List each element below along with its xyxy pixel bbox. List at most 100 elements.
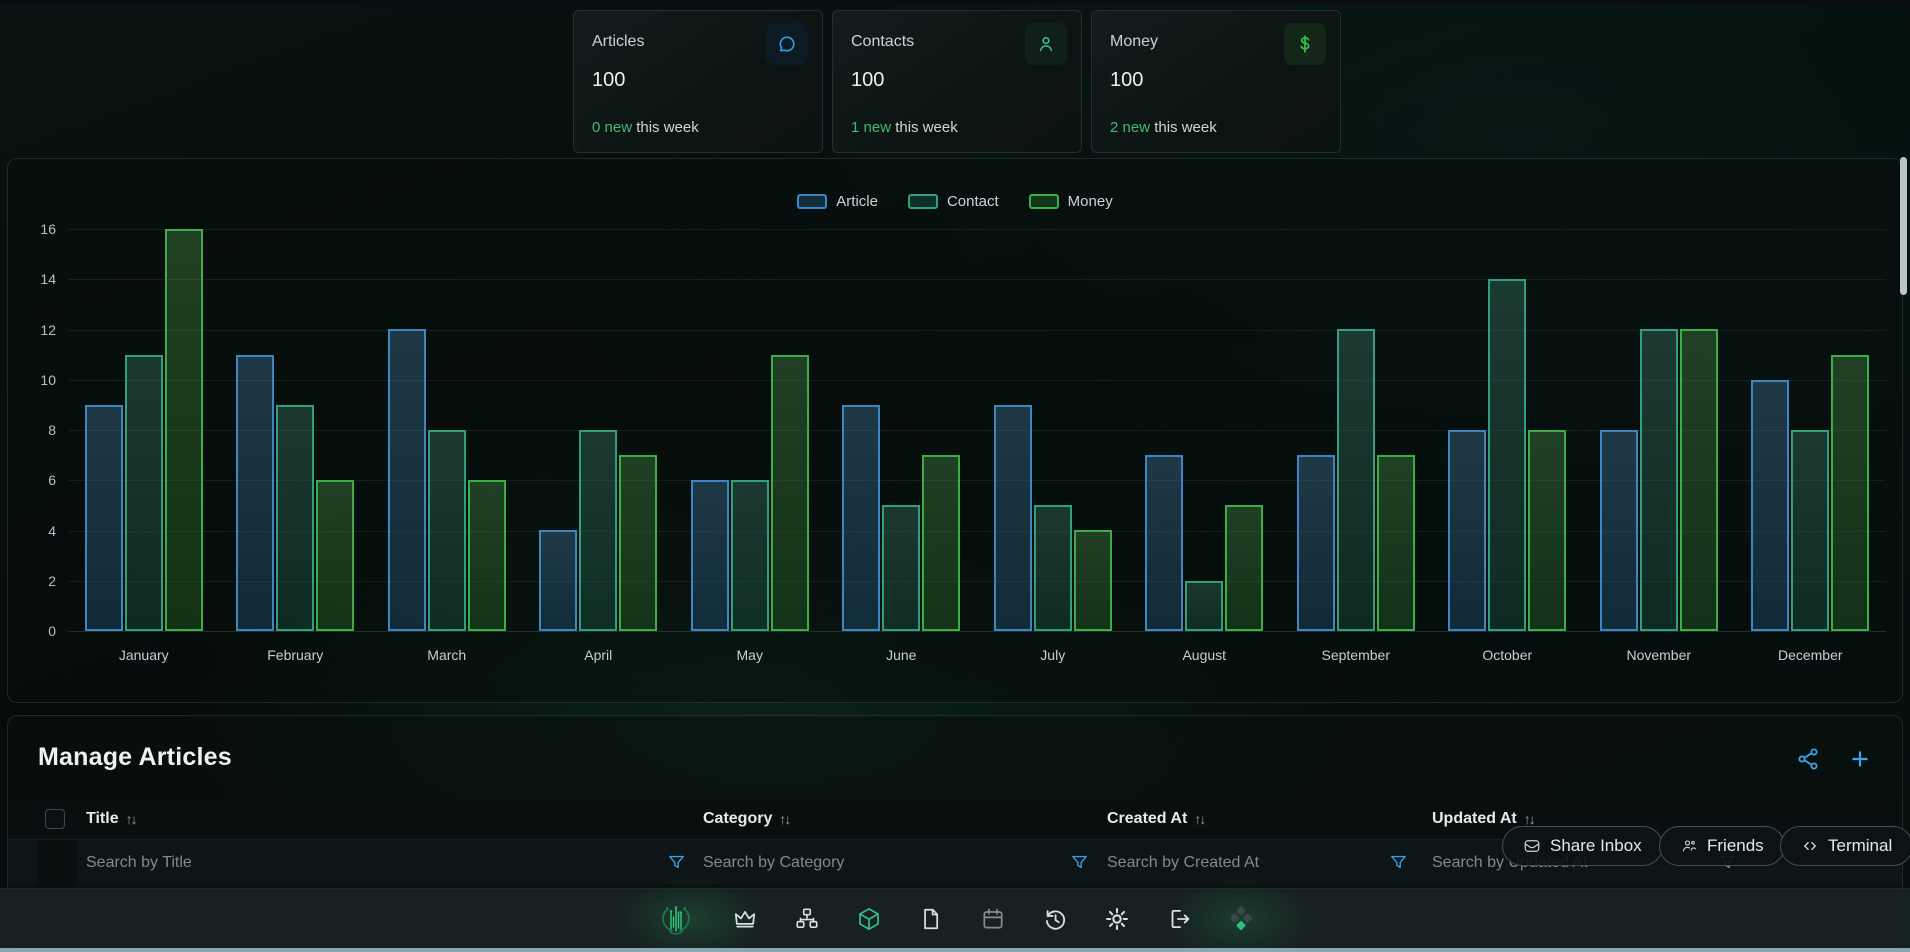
x-axis-label: March xyxy=(427,647,467,663)
button-share-inbox[interactable]: Share Inbox xyxy=(1502,826,1663,866)
legend-item-article[interactable]: Article xyxy=(797,193,878,210)
dock-history-icon[interactable] xyxy=(1042,906,1068,932)
bar-money-december xyxy=(1831,355,1870,631)
filter-funnel-icon[interactable] xyxy=(1070,853,1089,872)
legend-label: Contact xyxy=(946,193,999,210)
sort-arrows-icon[interactable]: ↑↓ xyxy=(779,811,791,827)
column-header-category[interactable]: Category ↑↓ xyxy=(703,799,791,839)
bar-group-july xyxy=(977,229,1129,631)
legend-item-money[interactable]: Money xyxy=(1028,193,1113,210)
bar-group-september xyxy=(1280,229,1432,631)
column-header-title[interactable]: Title ↑↓ xyxy=(86,799,138,839)
search-input-category[interactable] xyxy=(703,840,1063,885)
button-label: Friends xyxy=(1707,836,1764,855)
vertical-scrollbar[interactable] xyxy=(1900,157,1907,295)
button-terminal[interactable]: Terminal xyxy=(1780,826,1910,866)
card-new-suffix: this week xyxy=(632,119,699,136)
sort-arrows-icon[interactable]: ↑↓ xyxy=(1523,811,1536,827)
filter-checkbox-cell xyxy=(38,840,78,885)
gridline-6 xyxy=(68,480,1886,482)
bar-money-may xyxy=(770,355,809,631)
dock-cube-icon[interactable] xyxy=(856,906,882,932)
x-axis-label: December xyxy=(1777,647,1843,663)
bar-article-may xyxy=(690,480,729,631)
plus-icon[interactable] xyxy=(1848,747,1872,771)
bar-article-november xyxy=(1599,430,1638,631)
bar-group-april xyxy=(523,229,675,631)
bar-contact-november xyxy=(1639,329,1678,631)
bar-money-february xyxy=(316,480,355,631)
legend-label: Article xyxy=(836,193,878,210)
bar-group-october xyxy=(1432,229,1584,631)
x-axis-label: April xyxy=(584,647,613,663)
bar-contact-march xyxy=(427,430,466,631)
card-new-suffix: this week xyxy=(1150,119,1217,136)
bar-money-november xyxy=(1679,329,1718,631)
card-value: 100 xyxy=(851,69,885,91)
card-title: Contacts xyxy=(851,33,915,50)
sort-arrows-icon[interactable]: ↑↓ xyxy=(1194,811,1206,827)
share-nodes-icon[interactable] xyxy=(1796,747,1820,771)
dock-crown-icon[interactable] xyxy=(732,906,758,932)
bar-money-april xyxy=(619,455,658,631)
bar-article-august xyxy=(1145,455,1184,631)
chat-bubble-icon xyxy=(766,23,808,65)
dock-logout-icon[interactable] xyxy=(1166,906,1192,932)
gridline-0 xyxy=(68,631,1886,632)
dock-logo-icon[interactable] xyxy=(656,899,696,939)
column-header-created-at[interactable]: Created At ↑↓ xyxy=(1107,799,1206,839)
bar-contact-august xyxy=(1185,581,1224,631)
dock-diamonds-icon[interactable] xyxy=(1228,905,1254,932)
bar-contact-may xyxy=(730,480,769,631)
y-axis-tick: 0 xyxy=(48,623,56,639)
search-input-created-at[interactable] xyxy=(1107,840,1377,885)
select-all-checkbox[interactable] xyxy=(45,809,65,829)
x-axis-label: September xyxy=(1321,647,1390,663)
sort-arrows-icon[interactable]: ↑↓ xyxy=(125,811,138,827)
card-contacts: Contacts 100 1 new this week xyxy=(832,10,1082,153)
card-title: Articles xyxy=(592,33,645,50)
gridline-10 xyxy=(68,379,1886,381)
bar-article-december xyxy=(1751,380,1790,631)
bar-group-february xyxy=(220,229,372,631)
column-header-label: Created At xyxy=(1107,810,1188,827)
legend-item-contact[interactable]: Contact xyxy=(907,193,999,210)
column-header-updated-at[interactable]: Updated At ↑↓ xyxy=(1432,799,1536,839)
button-label: Terminal xyxy=(1828,836,1893,855)
bar-contact-december xyxy=(1791,430,1830,631)
chart-x-axis-labels: January February March April May June July Augu… xyxy=(68,647,1886,663)
filter-funnel-icon[interactable] xyxy=(1389,853,1408,872)
x-axis-label: June xyxy=(886,647,917,663)
bar-contact-july xyxy=(1033,505,1072,631)
bar-money-july xyxy=(1073,530,1112,631)
y-axis-tick: 10 xyxy=(40,371,56,388)
x-axis-label: August xyxy=(1182,647,1227,663)
bar-money-january xyxy=(164,229,203,631)
dock-file-icon[interactable] xyxy=(918,906,944,932)
button-friends[interactable]: Friends xyxy=(1659,826,1785,866)
filter-funnel-icon[interactable] xyxy=(667,853,686,872)
y-axis-tick: 8 xyxy=(48,422,56,438)
card-money: Money 100 2 new this week xyxy=(1091,10,1341,153)
bar-article-march xyxy=(387,329,426,631)
dock-calendar-icon[interactable] xyxy=(980,906,1006,932)
bar-article-september xyxy=(1296,455,1335,631)
y-axis-tick: 14 xyxy=(40,271,56,288)
bar-money-march xyxy=(467,480,506,631)
window-top-edge xyxy=(0,0,1910,4)
bar-contact-february xyxy=(276,405,315,631)
gridline-8 xyxy=(68,430,1886,431)
gridline-2 xyxy=(68,580,1886,582)
dock-sitemap-icon[interactable] xyxy=(794,906,820,932)
gridline-12 xyxy=(68,329,1886,331)
y-axis-tick: 6 xyxy=(48,472,56,489)
search-input-title[interactable] xyxy=(86,840,646,885)
bar-contact-april xyxy=(579,430,618,631)
card-value: 100 xyxy=(592,69,626,91)
dollar-icon xyxy=(1284,23,1326,65)
person-icon xyxy=(1025,23,1067,65)
legend-swatch xyxy=(797,194,828,209)
bar-contact-september xyxy=(1336,329,1375,631)
dock-gear-icon[interactable] xyxy=(1104,906,1130,932)
button-label: Share Inbox xyxy=(1550,836,1642,855)
